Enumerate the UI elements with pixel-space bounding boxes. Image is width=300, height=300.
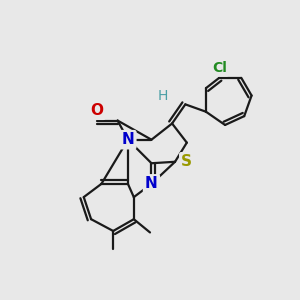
Text: H: H [158,88,168,103]
Text: S: S [181,154,192,169]
Text: Cl: Cl [212,61,226,75]
Text: N: N [122,132,134,147]
Text: N: N [145,176,158,191]
Text: O: O [91,103,103,118]
